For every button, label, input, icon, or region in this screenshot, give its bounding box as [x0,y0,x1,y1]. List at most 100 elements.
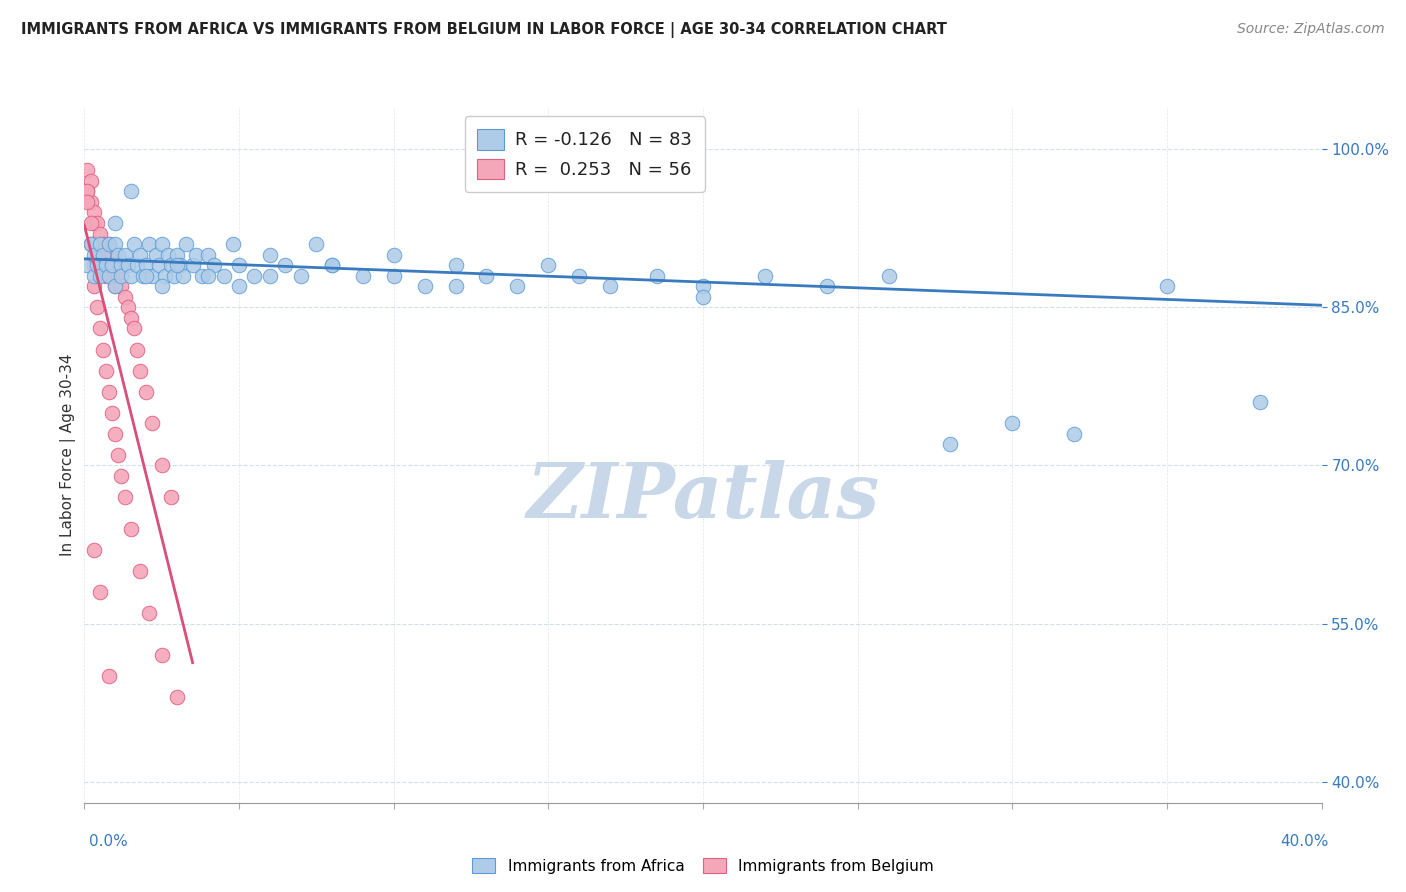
Point [290,268,312,283]
Point [104,216,127,230]
Point [475,268,498,283]
Point [135,384,157,399]
Point [321,258,343,272]
Point [413,279,436,293]
Point [138,237,160,252]
Point [877,268,900,283]
Point [222,237,245,252]
Point [259,247,281,261]
Point [98,384,121,399]
Point [83,268,105,283]
Point [79,237,101,252]
Point [104,279,127,293]
Point [122,321,145,335]
Point [138,606,160,620]
Point [135,268,157,283]
Point [202,258,225,272]
Point [1063,426,1085,441]
Point [94,268,117,283]
Point [94,363,117,377]
Point [101,406,124,420]
Point [212,268,235,283]
Point [197,268,219,283]
Point [89,268,111,283]
Point [91,247,114,261]
Text: 0.0%: 0.0% [89,834,128,849]
Point [243,268,266,283]
Text: 40.0%: 40.0% [1281,834,1329,849]
Point [117,301,139,315]
Point [125,343,148,357]
Point [321,258,343,272]
Point [939,437,962,451]
Legend: Immigrants from Africa, Immigrants from Belgium: Immigrants from Africa, Immigrants from … [467,852,939,880]
Y-axis label: In Labor Force | Age 30-34: In Labor Force | Age 30-34 [60,353,76,557]
Point [1001,417,1024,431]
Point [86,258,108,272]
Text: IMMIGRANTS FROM AFRICA VS IMMIGRANTS FROM BELGIUM IN LABOR FORCE | AGE 30-34 COR: IMMIGRANTS FROM AFRICA VS IMMIGRANTS FRO… [21,22,948,38]
Point [129,247,152,261]
Point [83,247,105,261]
Point [91,343,114,357]
Point [94,247,117,261]
Point [83,216,105,230]
Point [692,290,714,304]
Point [568,268,591,283]
Point [91,258,114,272]
Point [104,426,127,441]
Text: Source: ZipAtlas.com: Source: ZipAtlas.com [1237,22,1385,37]
Point [259,268,281,283]
Point [83,279,105,293]
Point [352,268,374,283]
Point [110,268,132,283]
Point [94,258,117,272]
Point [110,469,132,483]
Point [83,542,105,557]
Point [815,279,838,293]
Point [1249,395,1271,409]
Point [692,279,714,293]
Point [184,247,207,261]
Point [89,321,111,335]
Legend: R = -0.126   N = 83, R =  0.253   N = 56: R = -0.126 N = 83, R = 0.253 N = 56 [464,116,704,192]
Point [160,258,183,272]
Point [114,290,136,304]
Point [107,448,129,462]
Point [150,648,173,663]
Point [98,258,121,272]
Point [120,268,142,283]
Point [125,258,148,272]
Point [89,247,111,261]
Point [135,258,157,272]
Point [141,268,163,283]
Point [110,258,132,272]
Point [163,268,186,283]
Point [169,258,191,272]
Point [382,268,405,283]
Point [382,247,405,261]
Point [150,237,173,252]
Point [228,258,250,272]
Point [156,247,179,261]
Point [132,268,155,283]
Point [153,268,176,283]
Point [228,279,250,293]
Point [444,279,467,293]
Point [754,268,776,283]
Point [107,247,129,261]
Point [104,258,127,272]
Point [148,258,170,272]
Point [98,237,121,252]
Point [76,163,98,178]
Point [104,237,127,252]
Point [160,490,183,504]
Point [79,237,101,252]
Point [76,185,98,199]
Point [86,216,108,230]
Point [444,258,467,272]
Point [181,258,204,272]
Point [172,268,194,283]
Point [107,268,129,283]
Point [101,268,124,283]
Point [104,279,127,293]
